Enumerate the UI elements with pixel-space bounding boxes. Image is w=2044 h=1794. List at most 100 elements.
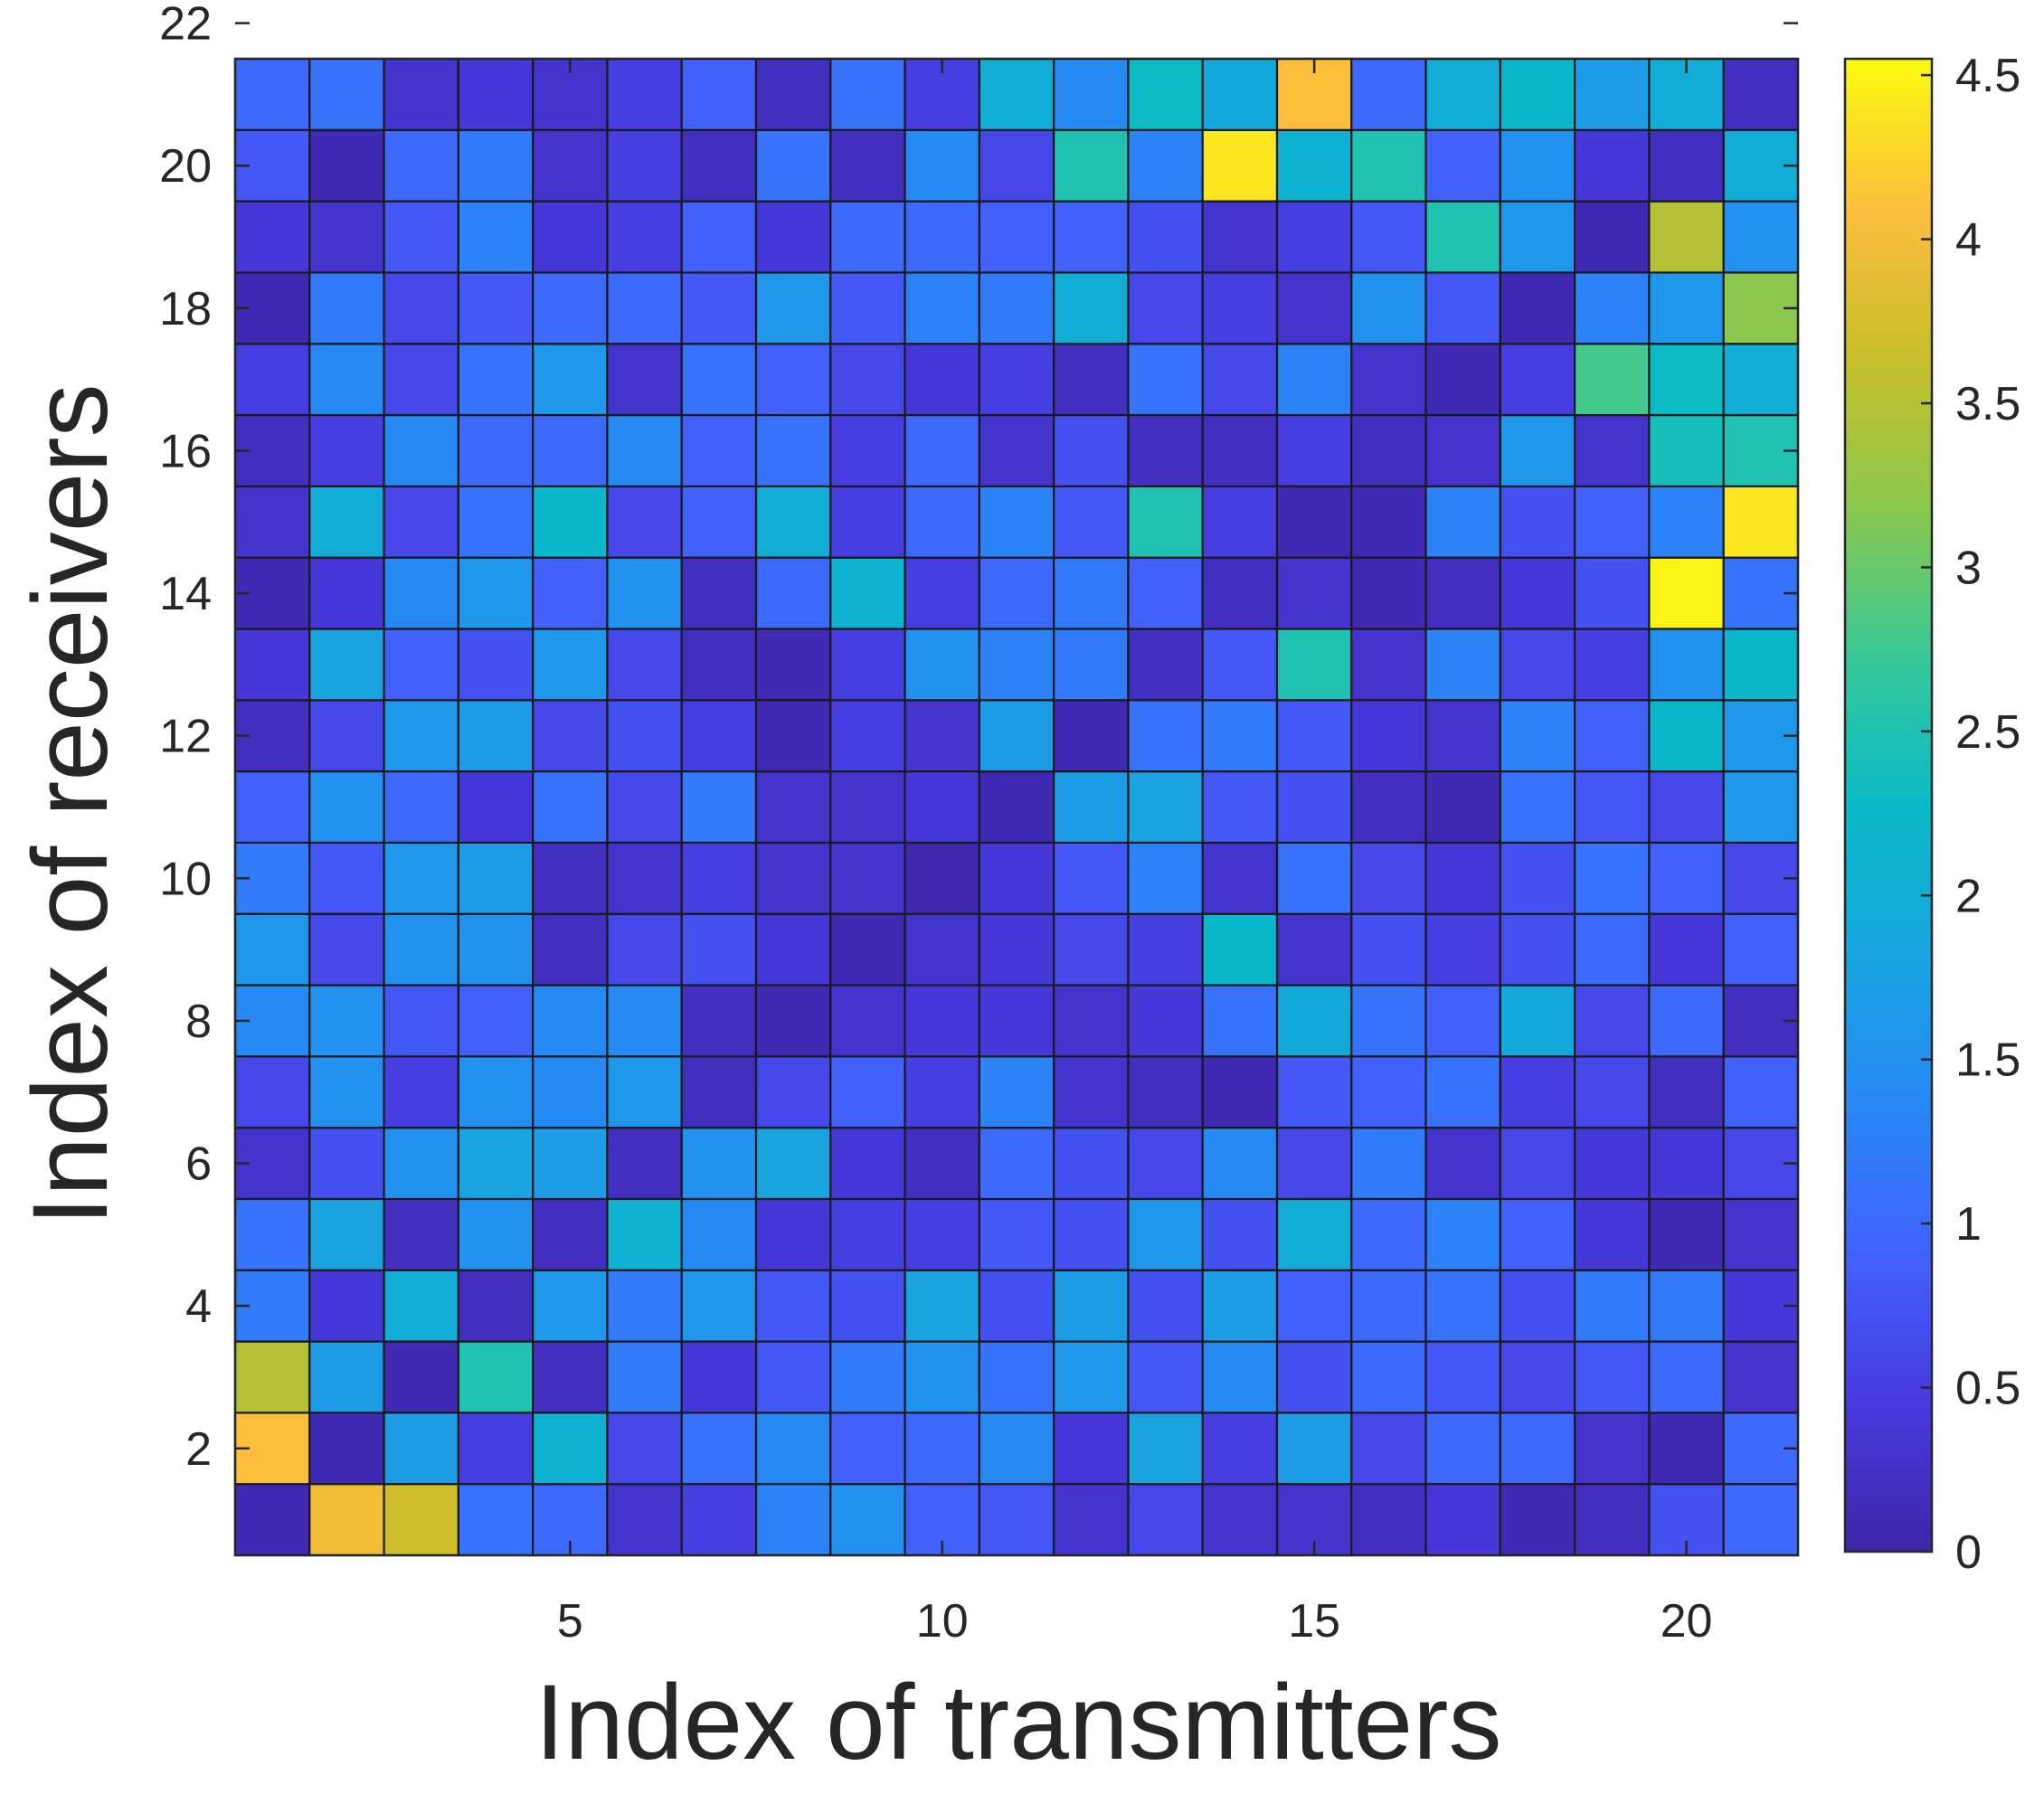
heatmap-cell-r10-c11 <box>978 841 1055 915</box>
heatmap-cell-r15-c12 <box>1053 485 1130 559</box>
heatmap-cell-r18-c7 <box>680 271 758 345</box>
heatmap-cell-r20-c7 <box>680 128 758 203</box>
y-axis-label: Index of receivers <box>11 383 130 1225</box>
heatmap-cell-r3-c13 <box>1127 1340 1204 1414</box>
heatmap-cell-r4-c19 <box>1574 1269 1651 1343</box>
heatmap-cell-r14-c17 <box>1424 556 1501 630</box>
heatmap-cell-r8-c5 <box>532 984 609 1058</box>
heatmap-cell-r17-c4 <box>457 343 535 417</box>
heatmap-cell-r4-c2 <box>308 1269 385 1343</box>
heatmap-cell-r6-c13 <box>1127 1127 1204 1201</box>
heatmap-cell-r3-c21 <box>1722 1340 1800 1414</box>
heatmap-cell-r4-c18 <box>1499 1269 1576 1343</box>
heatmap-cell-r9-c20 <box>1648 912 1725 987</box>
heatmap-cell-r8-c18 <box>1499 984 1576 1058</box>
heatmap-cell-r12-c16 <box>1350 699 1427 773</box>
heatmap-cell-r8-c7 <box>680 984 758 1058</box>
heatmap-cell-r14-c9 <box>829 556 906 630</box>
heatmap-cell-r7-c19 <box>1574 1055 1651 1129</box>
heatmap-cell-r15-c1 <box>233 485 311 559</box>
heatmap-cell-r15-c5 <box>532 485 609 559</box>
x-tick-label: 20 <box>1661 1595 1713 1648</box>
heatmap-cell-r18-c13 <box>1127 271 1204 345</box>
heatmap-cell-r19-c8 <box>754 200 832 274</box>
heatmap-cell-r20-c8 <box>754 128 832 203</box>
heatmap-cell-r20-c14 <box>1201 128 1279 203</box>
heatmap-cell-r17-c18 <box>1499 343 1576 417</box>
heatmap-cell-r14-c13 <box>1127 556 1204 630</box>
heatmap-cell-r15-c2 <box>308 485 385 559</box>
heatmap-cell-r3-c19 <box>1574 1340 1651 1414</box>
heatmap-cell-r9-c21 <box>1722 912 1800 987</box>
heatmap-cell-r18-c15 <box>1275 271 1353 345</box>
heatmap-cell-r17-c13 <box>1127 343 1204 417</box>
heatmap-cell-r18-c17 <box>1424 271 1501 345</box>
heatmap-cell-r7-c4 <box>457 1055 535 1129</box>
heatmap-cell-r11-c14 <box>1201 770 1279 845</box>
heatmap-cell-r15-c8 <box>754 485 832 559</box>
heatmap-cell-r3-c18 <box>1499 1340 1576 1414</box>
heatmap-cell-r8-c10 <box>904 984 980 1058</box>
heatmap-cell-r21-c18 <box>1499 57 1576 131</box>
heatmap-cell-r6-c17 <box>1424 1127 1501 1201</box>
heatmap-cell-r8-c9 <box>829 984 906 1058</box>
y-tick-label: 10 <box>159 853 212 905</box>
heatmap-cell-r6-c2 <box>308 1127 385 1201</box>
y-tick-label: 16 <box>159 425 212 477</box>
heatmap-cell-r12-c21 <box>1722 699 1800 773</box>
heatmap-cell-r7-c8 <box>754 1055 832 1129</box>
y-tick-label: 8 <box>185 996 212 1048</box>
heatmap-cell-r3-c7 <box>680 1340 758 1414</box>
heatmap-cell-r5-c17 <box>1424 1197 1501 1271</box>
heatmap-cell-r12-c12 <box>1053 699 1130 773</box>
x-tick-label: 5 <box>557 1595 583 1648</box>
heatmap-cell-r3-c20 <box>1648 1340 1725 1414</box>
heatmap-cell-r17-c10 <box>904 343 980 417</box>
heatmap-cell-r9-c11 <box>978 912 1055 987</box>
heatmap-cell-r3-c2 <box>308 1340 385 1414</box>
heatmap-cell-r7-c5 <box>532 1055 609 1129</box>
heatmap-cell-r3-c3 <box>383 1340 459 1414</box>
heatmap-cell-r4-c6 <box>606 1269 683 1343</box>
heatmap-cell-r13-c11 <box>978 628 1055 702</box>
heatmap-cell-r3-c12 <box>1053 1340 1130 1414</box>
heatmap-cell-r6-c19 <box>1574 1127 1651 1201</box>
heatmap-cell-r20-c18 <box>1499 128 1576 203</box>
heatmap-cell-r8-c20 <box>1648 984 1725 1058</box>
heatmap-cell-r1-c7 <box>680 1483 758 1557</box>
heatmap-cell-r10-c6 <box>606 841 683 915</box>
heatmap-cell-r14-c8 <box>754 556 832 630</box>
heatmap-cell-r19-c2 <box>308 200 385 274</box>
heatmap-cell-r1-c1 <box>233 1483 311 1557</box>
heatmap-cell-r3-c11 <box>978 1340 1055 1414</box>
heatmap-cell-r19-c13 <box>1127 200 1204 274</box>
heatmap-cell-r17-c19 <box>1574 343 1651 417</box>
heatmap-cell-r13-c2 <box>308 628 385 702</box>
heatmap-cell-r17-c14 <box>1201 343 1279 417</box>
heatmap-cell-r15-c9 <box>829 485 906 559</box>
heatmap-cell-r13-c14 <box>1201 628 1279 702</box>
heatmap-cell-r20-c5 <box>532 128 609 203</box>
colorbar-tick-label: 0 <box>1955 1526 1982 1579</box>
heatmap-cell-r19-c5 <box>532 200 609 274</box>
heatmap-cell-r2-c18 <box>1499 1412 1576 1486</box>
y-tick-label: 14 <box>159 568 212 620</box>
heatmap-cell-r3-c17 <box>1424 1340 1501 1414</box>
heatmap-cell-r3-c16 <box>1350 1340 1427 1414</box>
heatmap-cell-r10-c20 <box>1648 841 1725 915</box>
heatmap-cell-r12-c3 <box>383 699 459 773</box>
heatmap-cell-r9-c2 <box>308 912 385 987</box>
heatmap-cell-r19-c9 <box>829 200 906 274</box>
heatmap-cell-r1-c4 <box>457 1483 535 1557</box>
heatmap-cell-r21-c3 <box>383 57 459 131</box>
heatmap-cell-r5-c4 <box>457 1197 535 1271</box>
heatmap-cell-r10-c12 <box>1053 841 1130 915</box>
heatmap-cell-r3-c4 <box>457 1340 535 1414</box>
heatmap-cell-r21-c19 <box>1574 57 1651 131</box>
heatmap-cell-r11-c21 <box>1722 770 1800 845</box>
heatmap-cell-r19-c4 <box>457 200 535 274</box>
heatmap-cell-r13-c10 <box>904 628 980 702</box>
heatmap-cell-r19-c10 <box>904 200 980 274</box>
heatmap-cell-r11-c12 <box>1053 770 1130 845</box>
heatmap-cell-r1-c17 <box>1424 1483 1501 1557</box>
